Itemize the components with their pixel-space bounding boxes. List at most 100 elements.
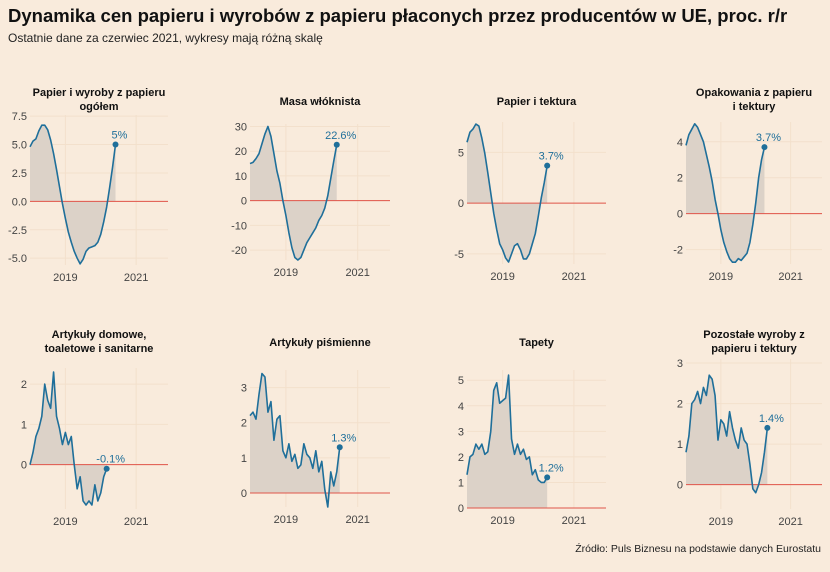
y-tick-label: -5.0 [8, 253, 27, 265]
last-value-label: -0.1% [96, 454, 125, 466]
y-tick-label: 0 [677, 209, 683, 221]
chart-title: Opakowania z papieru [696, 87, 812, 99]
chart-title: Masa włóknista [280, 96, 362, 108]
last-point-marker [103, 465, 110, 472]
y-tick-label: -2 [673, 245, 683, 257]
last-value-label: 3.7% [539, 151, 564, 163]
x-tick-label: 2021 [778, 516, 802, 528]
y-tick-label: 2 [677, 173, 683, 185]
y-tick-label: 1 [21, 419, 27, 431]
x-tick-label: 2021 [562, 515, 586, 527]
series-line [249, 372, 341, 508]
y-tick-label: 3 [241, 383, 247, 395]
y-tick-label: 0 [21, 460, 27, 472]
y-tick-label: 5 [458, 147, 464, 159]
y-tick-label: -5 [454, 249, 464, 261]
x-tick-label: 2021 [562, 271, 586, 283]
last-value-label: 1.3% [331, 432, 356, 444]
x-tick-label: 2019 [53, 272, 77, 284]
chart-title: Artykuły domowe, [52, 329, 147, 341]
last-point-marker [112, 141, 119, 148]
y-tick-label: 1 [677, 439, 683, 451]
x-tick-label: 2021 [124, 516, 148, 528]
last-point-marker [544, 474, 551, 481]
y-tick-label: 2 [458, 452, 464, 464]
series-line [685, 374, 769, 494]
y-tick-label: 2.5 [12, 168, 27, 180]
series-line [685, 122, 766, 264]
series-area [467, 124, 548, 262]
series-line [466, 123, 548, 263]
y-tick-label: 0 [241, 196, 247, 208]
series-line [29, 124, 117, 265]
last-value-label: 5% [112, 130, 128, 142]
y-tick-label: 2 [241, 418, 247, 430]
chart-panel: Artykuły domowe, toaletowe i sanitarne -0.… [21, 329, 168, 528]
chart-title: papieru i tektury [711, 343, 797, 355]
chart-title: ogółem [79, 101, 118, 113]
series-area [686, 123, 765, 263]
x-tick-label: 2021 [778, 271, 802, 283]
y-tick-label: 0 [458, 503, 464, 515]
y-tick-label: 0 [241, 488, 247, 500]
y-tick-label: 0 [458, 198, 464, 210]
last-point-marker [761, 144, 768, 151]
chart-panel: Pozostałe wyroby z papieru i tektury 1.4% 3… [677, 329, 822, 528]
x-tick-label: 2019 [490, 271, 514, 283]
last-value-label: 1.4% [759, 413, 784, 425]
x-tick-label: 2019 [53, 516, 77, 528]
series-line [29, 371, 108, 506]
source-note: Źródło: Puls Biznesu na podstawie danych… [575, 543, 821, 555]
y-tick-label: 7.5 [12, 111, 27, 123]
series-area [467, 375, 548, 508]
chart-title: Pozostałe wyroby z [703, 329, 805, 341]
y-tick-label: 3 [677, 358, 683, 370]
x-tick-label: 2019 [709, 516, 733, 528]
chart-panel: Tapety 1.2% 5 4 3 2 1 0 2019 2021 [458, 337, 606, 527]
chart-panel: Artykuły piśmienne 1.3% 3 2 1 0 2019 2021 [241, 337, 390, 526]
series-area [686, 375, 768, 493]
y-tick-label: 2 [677, 399, 683, 411]
chart-title: Papier i tektura [497, 96, 577, 108]
x-tick-label: 2019 [490, 515, 514, 527]
y-tick-label: 5 [458, 375, 464, 387]
y-tick-label: -20 [231, 245, 247, 257]
chart-panel: Papier i wyroby z papieru ogółem 5% 7.5 5.0 2… [8, 87, 168, 284]
x-tick-label: 2021 [345, 514, 369, 526]
y-tick-label: -2.5 [8, 225, 27, 237]
y-tick-label: 4 [677, 137, 683, 149]
last-point-marker [333, 141, 340, 148]
y-tick-label: 1 [458, 477, 464, 489]
page-subtitle: Ostatnie dane za czerwiec 2021, wykresy … [8, 31, 323, 45]
x-tick-label: 2019 [274, 267, 298, 279]
y-tick-label: 30 [235, 121, 247, 133]
chart-panel: Papier i tektura 3.7% 5 0 -5 2019 2021 [454, 96, 606, 283]
y-tick-label: 3 [458, 426, 464, 438]
y-tick-label: 0.0 [12, 196, 27, 208]
last-point-marker [336, 444, 343, 451]
chart-title: Papier i wyroby z papieru [33, 87, 166, 99]
last-point-marker [544, 162, 551, 169]
x-tick-label: 2019 [274, 514, 298, 526]
series-area [250, 126, 337, 261]
y-tick-label: 5.0 [12, 140, 27, 152]
last-point-marker [764, 424, 771, 431]
y-tick-label: 2 [21, 379, 27, 391]
y-tick-label: 1 [241, 453, 247, 465]
y-tick-label: 0 [677, 480, 683, 492]
last-value-label: 1.2% [539, 462, 564, 474]
x-tick-label: 2021 [124, 272, 148, 284]
last-value-label: 3.7% [756, 132, 781, 144]
chart-title: i tektury [733, 101, 777, 113]
y-tick-label: 10 [235, 171, 247, 183]
y-tick-label: 20 [235, 146, 247, 158]
last-value-label: 22.6% [325, 130, 356, 142]
chart-title: Artykuły piśmienne [269, 337, 370, 349]
series-line [249, 125, 338, 261]
chart-title: Tapety [519, 337, 555, 349]
x-tick-label: 2021 [345, 267, 369, 279]
y-tick-label: 4 [458, 401, 464, 413]
y-tick-label: -10 [231, 220, 247, 232]
x-tick-label: 2019 [709, 271, 733, 283]
